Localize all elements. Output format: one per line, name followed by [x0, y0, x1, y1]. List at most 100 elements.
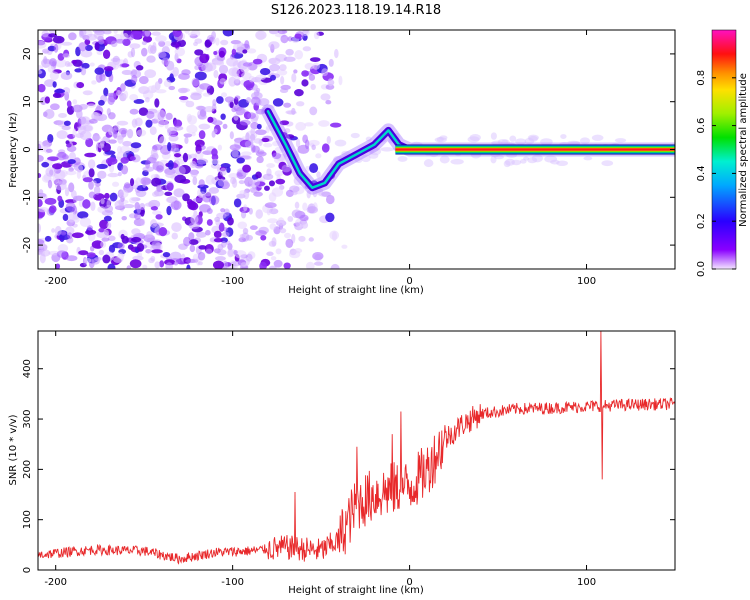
spectrogram-noise-blob: [152, 222, 164, 227]
spectrogram-noise-blob: [183, 236, 191, 247]
spectrogram-noise-blob: [135, 177, 142, 186]
spectrogram-noise-blob: [341, 244, 348, 249]
spectrogram-noise-blob: [214, 216, 221, 223]
colorbar: 0.0 0.2 0.4 0.6 0.8 Normalized spectral ampl…: [696, 29, 749, 277]
spectrogram-noise-blob: [151, 240, 161, 250]
spectrogram-noise-blob: [120, 165, 129, 175]
spectrogram-noise-blob: [172, 30, 182, 38]
spectrogram-noise-blob: [195, 231, 207, 238]
spectrogram-noise-blob: [243, 204, 248, 212]
spectrogram-noise-blob: [312, 251, 324, 261]
colorbar-tick-label: 0.6: [696, 118, 707, 134]
spectrogram-noise-blob: [275, 178, 286, 185]
spectrogram-noise-blob: [223, 208, 230, 217]
spectrogram-noise-blob: [100, 198, 105, 205]
spectrogram-noise-blob: [229, 101, 234, 109]
spectrogram-noise-blob: [247, 112, 257, 120]
spectrogram-noise-blob: [155, 35, 167, 43]
spectrogram-noise-blob: [129, 156, 136, 161]
spectrogram-noise-blob: [283, 128, 291, 134]
spectrogram-noise-blob: [304, 122, 314, 127]
spectrogram-noise-blob: [326, 135, 331, 145]
spectrogram-y-ticks: 20 10 0 -10 -20: [22, 48, 675, 253]
spectrogram-noise-blob: [41, 30, 49, 38]
spectrogram-noise-blob: [330, 263, 340, 269]
spectrogram-noise-blob: [103, 215, 112, 222]
spectrogram-noise-blob: [142, 264, 148, 269]
snr-y-tick-label: 0: [22, 567, 33, 573]
spectrogram-noise-blob: [78, 42, 87, 52]
spectrogram-noise-blob: [122, 140, 132, 147]
spectrogram-noise-blob: [271, 152, 282, 160]
spectrogram-noise-blob: [92, 180, 97, 186]
spectrogram-noise-blob: [202, 92, 211, 97]
spec-x-tick-label: 100: [577, 276, 596, 287]
spectrogram-faint-blob: [519, 159, 527, 164]
spectrogram-noise-blob: [255, 171, 262, 179]
spectrogram-noise-blob: [118, 127, 128, 135]
spectrogram-noise-blob: [74, 68, 83, 73]
spectrogram-noise-blob: [174, 47, 186, 57]
spectrogram-noise-blob: [310, 83, 316, 91]
spectrogram-faint-blob: [397, 155, 408, 162]
spectrogram-noise-blob: [178, 96, 189, 101]
spectrogram-noise-blob: [285, 110, 297, 115]
spectrogram-noise-blob: [268, 180, 276, 187]
spectrogram-noise-blob: [131, 228, 141, 236]
spectrogram-noise-blob: [313, 31, 320, 40]
spectrogram-noise-blob: [49, 205, 57, 214]
spectrogram-noise-blob: [186, 124, 198, 134]
spectrogram-noise-blob: [262, 173, 274, 180]
colorbar-gradient: [712, 30, 736, 269]
spectrogram-noise-blob: [268, 57, 281, 65]
spectrogram-noise-blob: [98, 249, 105, 256]
spectrogram-noise-blob: [308, 139, 320, 147]
spectrogram-noise-blob: [191, 77, 200, 87]
spectrogram-noise-blob: [81, 62, 90, 69]
spectrogram-noise-blob: [241, 72, 252, 80]
snr-series: [38, 331, 675, 565]
spectrogram-noise-blob: [102, 254, 111, 264]
spectrogram-faint-blob: [490, 155, 497, 164]
spectrogram-noise-blob: [248, 75, 256, 83]
spectrogram-noise-blob: [325, 212, 335, 223]
spectrogram-noise-blob: [38, 192, 48, 200]
spectrogram-noise-blob: [116, 89, 122, 97]
spec-y-tick-label: 20: [22, 48, 33, 61]
spectrogram-noise-blob: [228, 76, 237, 87]
snr-x-tick-label: 0: [406, 577, 412, 588]
spectrogram-faint-blob: [450, 158, 464, 165]
spectrogram-noise-blob: [115, 38, 125, 44]
spectrogram-noise-blob: [109, 192, 118, 202]
spectrogram-faint-blob: [515, 138, 527, 145]
spectrogram-noise-blob: [305, 261, 315, 269]
spectrogram-noise-blob: [253, 179, 260, 187]
snr-y-tick-label: 200: [22, 460, 33, 479]
spectrogram-noise-blob: [301, 70, 309, 77]
spectrogram-noise-blob: [96, 104, 101, 111]
spectrogram-noise-blob: [156, 109, 166, 120]
spectrogram-noise-blob: [184, 30, 190, 34]
snr-x-ticks: -200 -100 0 100: [44, 331, 596, 588]
spectrogram-noise-blob: [123, 90, 129, 99]
spectrogram-noise-blob: [311, 144, 316, 151]
spectrogram-noise-blob: [151, 177, 162, 187]
spectrogram-noise-blob: [219, 78, 227, 85]
spectrogram-noise-blob: [71, 59, 78, 65]
spectrogram-noise-blob: [89, 62, 95, 67]
snr-x-tick-label: 100: [577, 577, 596, 588]
spectrogram-noise-blob: [64, 187, 70, 197]
spectrogram-noise-blob: [181, 69, 191, 76]
spectrogram-noise-blob: [224, 96, 235, 103]
spectrogram-noise-blob: [287, 216, 294, 222]
spectrogram-noise-blob: [141, 47, 148, 57]
spectrogram-noise-blob: [229, 144, 241, 151]
spectrogram-noise-blob: [269, 223, 277, 230]
spectrogram-noise-blob: [190, 170, 198, 178]
spectrogram-noise-blob: [294, 201, 300, 209]
spectrogram-noise-blob: [281, 164, 291, 173]
snr-y-tick-label: 100: [22, 510, 33, 529]
spectrogram-noise-blob: [158, 136, 166, 146]
spectrogram-noise-blob: [131, 74, 138, 84]
